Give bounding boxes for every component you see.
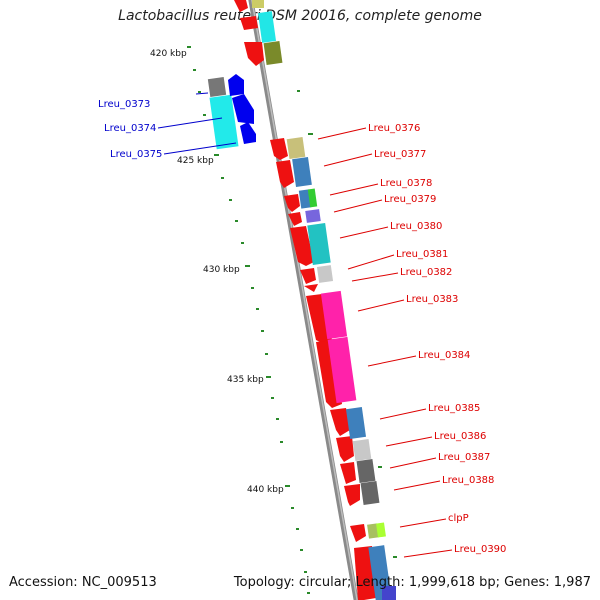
tick-label-435: 435 kbp (227, 375, 264, 385)
gene-label-Lreu_0374[interactable]: Lreu_0374 (104, 123, 156, 134)
gene-label-Lreu_0379[interactable]: Lreu_0379 (384, 194, 436, 205)
gene-label-Lreu_0385[interactable]: Lreu_0385 (428, 403, 480, 414)
gene-label-connectors (317, 127, 453, 558)
gene-cluster-left (207, 74, 256, 150)
tick-label-425: 425 kbp (177, 156, 214, 166)
tick-label-440: 440 kbp (247, 485, 284, 495)
gene-label-Lreu_0386[interactable]: Lreu_0386 (434, 431, 486, 442)
gene-feature-top (234, 0, 283, 66)
scale-dots (187, 46, 397, 594)
tick-label-430: 430 kbp (203, 265, 240, 275)
gene-label-Lreu_0390[interactable]: Lreu_0390 (454, 544, 506, 555)
gene-label-Lreu_0383[interactable]: Lreu_0383 (406, 294, 458, 305)
gene-label-Lreu_0387[interactable]: Lreu_0387 (438, 452, 490, 463)
tick-label-420: 420 kbp (150, 49, 187, 59)
gene-label-Lreu_0384[interactable]: Lreu_0384 (418, 350, 470, 361)
gene-label-Lreu_0377[interactable]: Lreu_0377 (374, 149, 426, 160)
gene-label-Lreu_0373[interactable]: Lreu_0373 (98, 99, 150, 110)
map-title: Lactobacillus reuteri DSM 20016, complet… (118, 8, 482, 24)
gene-label-Lreu_0381[interactable]: Lreu_0381 (396, 249, 448, 260)
accession-text: Accession: NC_009513 (9, 575, 157, 590)
gene-label-clpP[interactable]: clpP (448, 513, 469, 524)
gene-label-Lreu_0388[interactable]: Lreu_0388 (442, 475, 494, 486)
gene-labels-right: Lreu_0376 Lreu_0377 Lreu_0378 Lreu_0379 … (368, 123, 506, 555)
genome-backbone-highlight (251, 0, 358, 600)
gene-label-Lreu_0376[interactable]: Lreu_0376 (368, 123, 420, 134)
gene-label-Lreu_0382[interactable]: Lreu_0382 (400, 267, 452, 278)
gene-features-strand-b (286, 136, 396, 600)
genome-backbone (248, 0, 359, 600)
topology-text: Topology: circular; Length: 1,999,618 bp… (233, 575, 591, 590)
gene-label-Lreu_0380[interactable]: Lreu_0380 (390, 221, 442, 232)
gene-label-Lreu_0378[interactable]: Lreu_0378 (380, 178, 432, 189)
gene-label-Lreu_0375[interactable]: Lreu_0375 (110, 149, 162, 160)
